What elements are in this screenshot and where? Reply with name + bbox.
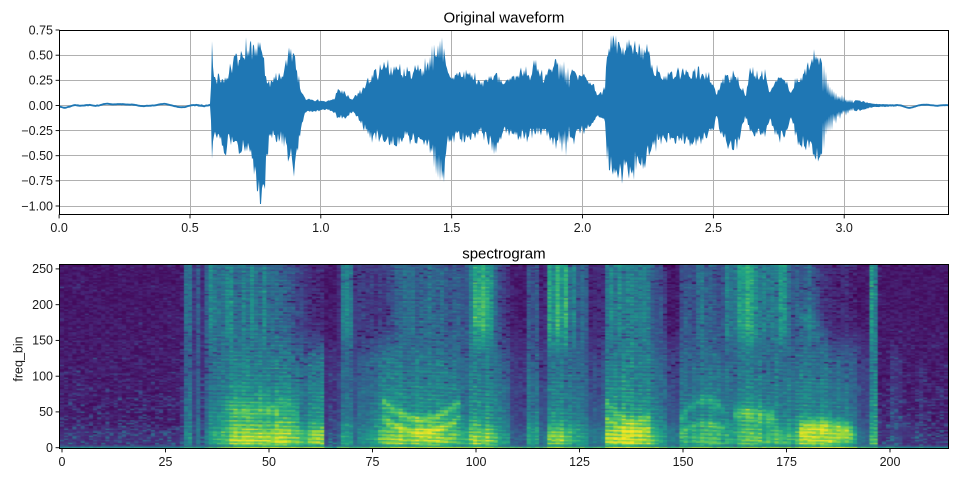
- svg-text:−0.50: −0.50: [21, 149, 53, 163]
- svg-text:2.0: 2.0: [574, 221, 591, 235]
- svg-text:spectrogram: spectrogram: [462, 245, 545, 262]
- svg-text:0.75: 0.75: [29, 23, 53, 37]
- svg-text:200: 200: [32, 298, 53, 312]
- svg-text:0.50: 0.50: [29, 49, 53, 63]
- svg-text:3.0: 3.0: [836, 221, 853, 235]
- svg-text:1.5: 1.5: [443, 221, 460, 235]
- svg-text:150: 150: [32, 334, 53, 348]
- svg-text:2.5: 2.5: [705, 221, 722, 235]
- svg-text:250: 250: [32, 262, 53, 276]
- svg-text:100: 100: [466, 455, 487, 469]
- svg-text:−0.75: −0.75: [21, 174, 53, 188]
- svg-text:0: 0: [46, 441, 53, 455]
- svg-text:175: 175: [776, 455, 797, 469]
- svg-text:150: 150: [673, 455, 694, 469]
- svg-text:Original waveform: Original waveform: [443, 10, 564, 27]
- svg-text:0.5: 0.5: [181, 221, 198, 235]
- svg-text:0.00: 0.00: [29, 99, 53, 113]
- svg-text:200: 200: [880, 455, 901, 469]
- svg-text:50: 50: [39, 405, 53, 419]
- svg-text:freq_bin: freq_bin: [12, 336, 26, 381]
- svg-text:0: 0: [59, 455, 66, 469]
- svg-text:0.0: 0.0: [50, 221, 67, 235]
- svg-text:100: 100: [32, 370, 53, 384]
- svg-text:25: 25: [159, 455, 173, 469]
- svg-text:1.0: 1.0: [312, 221, 329, 235]
- svg-text:75: 75: [366, 455, 380, 469]
- svg-text:−0.25: −0.25: [21, 124, 53, 138]
- svg-text:−1.00: −1.00: [21, 199, 53, 213]
- svg-text:0.25: 0.25: [29, 74, 53, 88]
- svg-text:50: 50: [262, 455, 276, 469]
- svg-text:125: 125: [569, 455, 590, 469]
